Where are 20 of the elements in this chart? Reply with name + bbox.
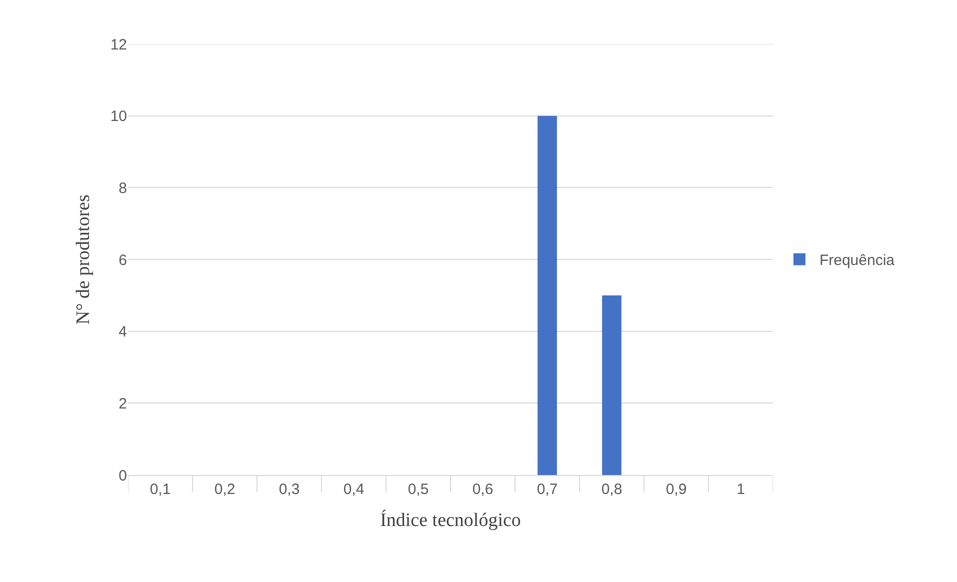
x-tick-label: 0,8 [601, 481, 622, 498]
legend-label: Frequência [819, 252, 896, 270]
x-tick-label: 0,1 [150, 481, 171, 498]
x-tick-label: 0,4 [343, 481, 364, 498]
x-tick-label: 0,7 [536, 481, 558, 498]
y-tick-label: 2 [118, 395, 127, 412]
y-tick-label: 6 [118, 252, 127, 269]
x-tick-label: 0,5 [408, 481, 429, 498]
y-tick-label: 10 [110, 108, 127, 126]
y-tick-label: 0 [118, 467, 127, 484]
x-tick-label: 0,6 [472, 481, 494, 498]
x-axis-title: Índice tecnológico [380, 508, 521, 531]
x-tick-label: 0,2 [214, 481, 236, 498]
y-tick-label: 12 [110, 36, 127, 54]
y-axis-title: N° de produtores [73, 194, 94, 325]
x-tick-label: 0,9 [666, 481, 687, 498]
y-tick-label: 4 [118, 324, 127, 341]
y-tick-label: 8 [118, 180, 127, 197]
x-tick-label: 0,3 [278, 481, 300, 498]
x-tick-label: 1 [736, 481, 745, 498]
